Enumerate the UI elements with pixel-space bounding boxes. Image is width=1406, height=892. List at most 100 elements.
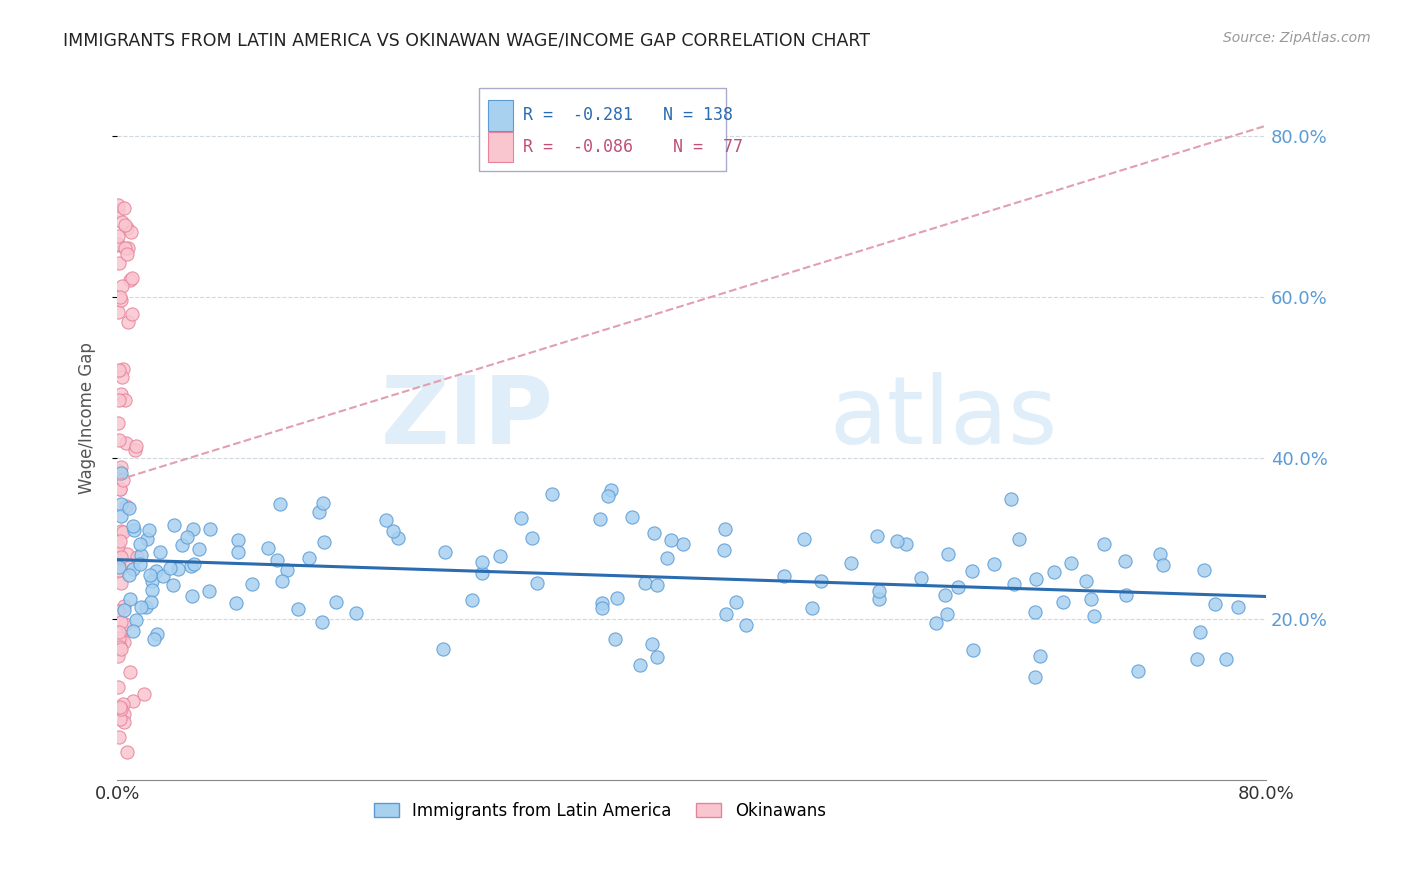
Point — [734, 618, 756, 632]
Point — [117, 315, 139, 329]
Point — [925, 616, 948, 631]
Point — [107, 416, 129, 430]
Point — [526, 575, 548, 590]
Point — [107, 559, 129, 574]
Point — [115, 548, 138, 562]
Text: ZIP: ZIP — [381, 372, 554, 464]
Point — [387, 532, 409, 546]
Point — [1083, 608, 1105, 623]
Bar — [488, 132, 513, 162]
Point — [374, 513, 396, 527]
Point — [1204, 597, 1226, 611]
Point — [107, 237, 129, 252]
Text: IMMIGRANTS FROM LATIN AMERICA VS OKINAWAN WAGE/INCOME GAP CORRELATION CHART: IMMIGRANTS FROM LATIN AMERICA VS OKINAWA… — [63, 31, 870, 49]
Point — [115, 436, 138, 450]
Point — [312, 496, 335, 510]
Point — [226, 533, 249, 547]
Point — [122, 518, 145, 533]
Point — [114, 219, 136, 233]
Point — [1185, 651, 1208, 665]
Point — [117, 567, 139, 582]
Point — [107, 545, 129, 559]
Point — [110, 576, 132, 591]
Point — [118, 273, 141, 287]
Point — [107, 237, 129, 252]
Point — [621, 509, 644, 524]
Point — [162, 577, 184, 591]
Point — [432, 642, 454, 657]
Point — [125, 613, 148, 627]
Point — [936, 607, 959, 621]
Point — [163, 518, 186, 533]
Point — [434, 545, 457, 559]
Point — [112, 715, 135, 730]
Point — [110, 467, 132, 481]
Point — [108, 563, 131, 577]
Point — [128, 537, 150, 551]
Point — [108, 464, 131, 478]
Point — [107, 229, 129, 244]
Point — [110, 534, 132, 549]
Point — [176, 530, 198, 544]
Point — [180, 589, 202, 603]
Point — [1115, 588, 1137, 602]
Point — [962, 642, 984, 657]
Point — [115, 247, 138, 261]
Point — [108, 640, 131, 655]
Point — [1008, 533, 1031, 547]
Bar — [488, 100, 513, 130]
Point — [983, 557, 1005, 571]
Point — [266, 553, 288, 567]
Point — [1149, 547, 1171, 561]
Point — [344, 607, 367, 621]
Point — [107, 560, 129, 574]
Point — [115, 745, 138, 759]
Point — [1126, 664, 1149, 678]
Point — [657, 551, 679, 566]
Point — [112, 706, 135, 721]
Point — [896, 537, 918, 551]
Point — [111, 215, 134, 229]
Point — [868, 591, 890, 606]
Point — [110, 615, 132, 630]
Point — [117, 558, 139, 573]
Point — [166, 562, 188, 576]
Point — [110, 713, 132, 727]
Y-axis label: Wage/Income Gap: Wage/Income Gap — [79, 342, 96, 493]
Point — [129, 548, 152, 562]
Point — [114, 392, 136, 407]
Point — [520, 532, 543, 546]
Point — [114, 616, 136, 631]
Point — [108, 482, 131, 496]
Point — [120, 665, 142, 679]
Point — [936, 547, 959, 561]
Point — [112, 202, 135, 216]
Point — [713, 522, 735, 536]
Point — [1192, 563, 1215, 577]
Text: R =  -0.281   N = 138: R = -0.281 N = 138 — [523, 106, 733, 124]
Point — [1042, 565, 1064, 579]
Point — [868, 583, 890, 598]
Point — [112, 599, 135, 613]
Point — [226, 545, 249, 559]
Point — [108, 700, 131, 714]
Point — [110, 293, 132, 308]
Point — [713, 542, 735, 557]
Point — [187, 541, 209, 556]
Point — [1188, 625, 1211, 640]
Point — [122, 523, 145, 537]
Point — [108, 625, 131, 640]
Point — [112, 697, 135, 711]
Point — [108, 730, 131, 744]
Point — [946, 580, 969, 594]
Point — [107, 604, 129, 618]
Point — [107, 546, 129, 560]
Point — [1152, 558, 1174, 572]
Point — [121, 694, 143, 708]
Point — [110, 370, 132, 384]
Point — [108, 701, 131, 715]
Point — [793, 532, 815, 546]
Text: atlas: atlas — [830, 372, 1057, 464]
Point — [107, 364, 129, 378]
Point — [598, 489, 620, 503]
